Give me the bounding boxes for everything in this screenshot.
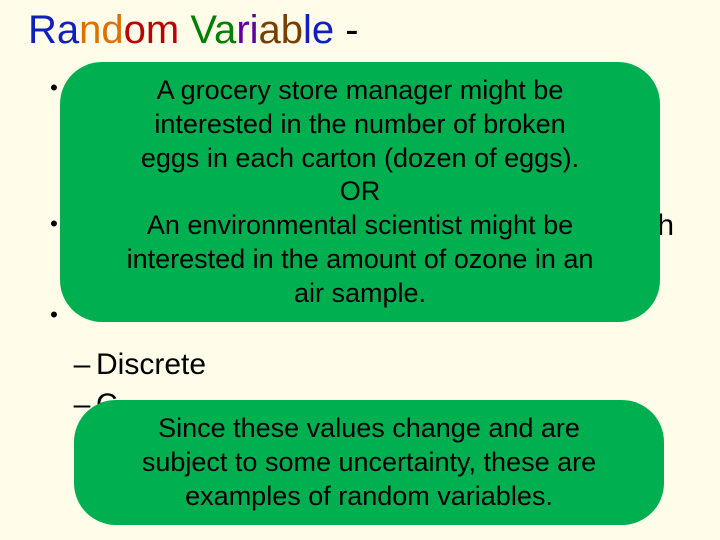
- bullet-dot-icon: •: [40, 297, 68, 333]
- title-segment: Ra: [28, 8, 79, 52]
- slide: Random Variable - • • ch • – Discrete – …: [0, 0, 720, 540]
- sub-bullet-1-text: Discrete: [96, 345, 206, 386]
- callout-line: OR: [92, 175, 628, 209]
- callout-line: eggs in each carton (dozen of eggs).: [92, 142, 628, 176]
- callout-line: examples of random variables.: [106, 480, 632, 514]
- callout-line: Since these values change and are: [106, 412, 632, 446]
- callout-line: interested in the number of broken: [92, 108, 628, 142]
- callout-examples: A grocery store manager might be interes…: [60, 62, 660, 322]
- callout-line: A grocery store manager might be: [92, 74, 628, 108]
- title-segment: [179, 8, 190, 52]
- title-segment: om: [124, 8, 180, 52]
- title-segment: ab: [259, 8, 304, 52]
- callout-line: interested in the amount of ozone in an: [92, 243, 628, 277]
- title-segment: le: [303, 8, 334, 52]
- title-segment: -: [334, 8, 358, 52]
- title-segment: nd: [79, 8, 124, 52]
- sub-bullet-1: – Discrete: [68, 345, 680, 386]
- dash-icon: –: [68, 345, 96, 386]
- callout-line: subject to some uncertainty, these are: [106, 446, 632, 480]
- slide-title: Random Variable -: [28, 8, 359, 53]
- callout-conclusion: Since these values change and are subjec…: [74, 400, 664, 525]
- title-segment: ri: [236, 8, 258, 52]
- callout-line: air sample.: [92, 277, 628, 311]
- title-segment: Va: [190, 8, 236, 52]
- callout-line: An environmental scientist might be: [92, 209, 628, 243]
